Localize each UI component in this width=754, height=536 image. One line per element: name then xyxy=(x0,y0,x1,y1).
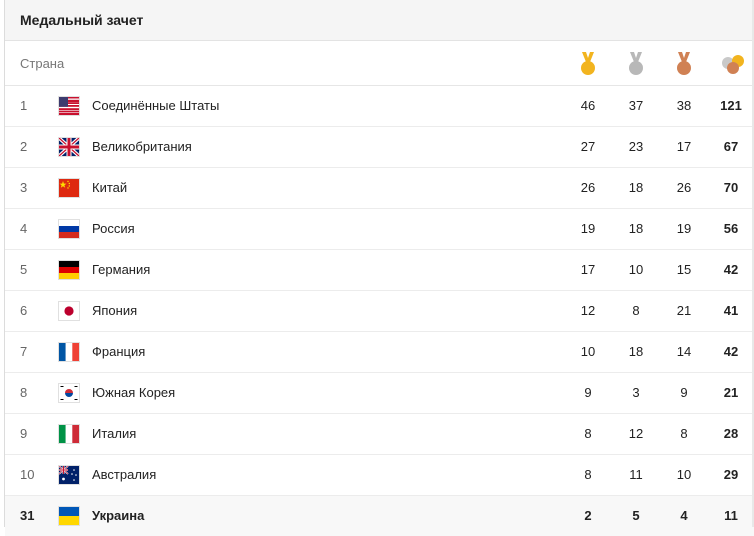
bronze-count: 8 xyxy=(680,426,688,441)
gold-count: 27 xyxy=(580,139,596,154)
gold-count: 19 xyxy=(580,221,596,236)
bronze-count: 10 xyxy=(676,467,692,482)
table-row[interactable]: 31 Украина 2 5 4 11 xyxy=(5,496,754,536)
silver-count: 5 xyxy=(632,508,640,523)
bronze-count: 15 xyxy=(676,262,692,277)
rank-cell: 7 xyxy=(20,344,28,359)
us-flag-icon xyxy=(58,96,80,116)
country-column-header: Страна xyxy=(20,56,65,71)
country-name: Южная Корея xyxy=(92,385,176,400)
silver-count: 8 xyxy=(632,303,640,318)
country-name: Соединённые Штаты xyxy=(92,98,220,113)
table-body: 1 Соединённые Штаты 46 37 38 121 2 Великобритан… xyxy=(5,86,754,536)
country-name: Италия xyxy=(92,426,137,441)
rank-cell: 1 xyxy=(20,98,28,113)
total-count: 41 xyxy=(723,303,739,318)
country-name: Германия xyxy=(92,262,151,277)
bronze-medal-icon xyxy=(677,52,691,75)
panel-title: Медальный зачет xyxy=(5,0,754,41)
table-row[interactable]: 5 Германия 17 10 15 42 xyxy=(5,250,754,291)
total-count: 21 xyxy=(723,385,739,400)
rank-cell: 6 xyxy=(20,303,28,318)
country-name: Украина xyxy=(92,508,145,523)
italy-flag-icon xyxy=(58,424,80,444)
russia-flag-icon xyxy=(58,219,80,239)
gold-count: 8 xyxy=(584,426,592,441)
table-row[interactable]: 6 Япония 12 8 21 41 xyxy=(5,291,754,332)
total-count: 42 xyxy=(723,262,739,277)
table-row[interactable]: 8 Южная Корея 9 3 9 21 xyxy=(5,373,754,414)
table-row[interactable]: 3 Китай 26 18 26 70 xyxy=(5,168,754,209)
total-count: 70 xyxy=(723,180,739,195)
bronze-count: 21 xyxy=(676,303,692,318)
gold-count: 2 xyxy=(584,508,592,523)
bronze-count: 38 xyxy=(676,98,692,113)
gold-count: 17 xyxy=(580,262,596,277)
silver-count: 37 xyxy=(628,98,644,113)
scrollbar-edge xyxy=(752,0,754,527)
rank-cell: 9 xyxy=(20,426,28,441)
bronze-count: 14 xyxy=(676,344,692,359)
silver-count: 10 xyxy=(628,262,644,277)
table-header: Страна xyxy=(5,41,754,86)
country-name: Франция xyxy=(92,344,146,359)
ukraine-flag-icon xyxy=(58,506,80,526)
france-flag-icon xyxy=(58,342,80,362)
gold-medal-icon xyxy=(581,52,595,75)
country-name: Великобритания xyxy=(92,139,192,154)
gold-count: 12 xyxy=(580,303,596,318)
table-row[interactable]: 4 Россия 19 18 19 56 xyxy=(5,209,754,250)
australia-flag-icon xyxy=(58,465,80,485)
silver-count: 23 xyxy=(628,139,644,154)
silver-count: 12 xyxy=(628,426,644,441)
total-medals-icon xyxy=(722,55,744,74)
silver-count: 18 xyxy=(628,180,644,195)
gold-count: 8 xyxy=(584,467,592,482)
silver-count: 18 xyxy=(628,221,644,236)
silver-count: 3 xyxy=(632,385,640,400)
silver-medal-icon xyxy=(629,52,643,75)
gold-count: 26 xyxy=(580,180,596,195)
country-name: Китай xyxy=(92,180,128,195)
rank-cell: 2 xyxy=(20,139,28,154)
rank-cell: 4 xyxy=(20,221,28,236)
table-row[interactable]: 1 Соединённые Штаты 46 37 38 121 xyxy=(5,86,754,127)
country-name: Россия xyxy=(92,221,135,236)
table-row[interactable]: 2 Великобритания 27 23 17 67 xyxy=(5,127,754,168)
china-flag-icon xyxy=(58,178,80,198)
country-name: Япония xyxy=(92,303,138,318)
rank-cell: 10 xyxy=(20,467,35,482)
south-korea-flag-icon xyxy=(58,383,80,403)
germany-flag-icon xyxy=(58,260,80,280)
rank-cell: 31 xyxy=(20,508,35,523)
total-count: 56 xyxy=(723,221,739,236)
gold-count: 9 xyxy=(584,385,592,400)
total-count: 29 xyxy=(723,467,739,482)
silver-count: 18 xyxy=(628,344,644,359)
bronze-count: 9 xyxy=(680,385,688,400)
total-count: 11 xyxy=(724,508,738,523)
table-row[interactable]: 7 Франция 10 18 14 42 xyxy=(5,332,754,373)
total-count: 28 xyxy=(723,426,739,441)
uk-flag-icon xyxy=(58,137,80,157)
bronze-count: 19 xyxy=(676,221,692,236)
total-count: 121 xyxy=(720,98,742,113)
silver-count: 11 xyxy=(629,467,643,482)
total-count: 42 xyxy=(723,344,739,359)
rank-cell: 8 xyxy=(20,385,28,400)
bronze-count: 17 xyxy=(676,139,692,154)
bronze-count: 4 xyxy=(680,508,688,523)
medal-table-panel: Медальный зачет Страна 1 Соединённые Штат… xyxy=(4,0,754,536)
rank-cell: 3 xyxy=(20,180,28,195)
rank-cell: 5 xyxy=(20,262,28,277)
gold-count: 10 xyxy=(580,344,596,359)
gold-count: 46 xyxy=(580,98,596,113)
total-count: 67 xyxy=(723,139,739,154)
japan-flag-icon xyxy=(58,301,80,321)
country-name: Австралия xyxy=(92,467,157,482)
table-row[interactable]: 10 Австралия 8 11 10 29 xyxy=(5,455,754,496)
bronze-count: 26 xyxy=(676,180,692,195)
table-row[interactable]: 9 Италия 8 12 8 28 xyxy=(5,414,754,455)
